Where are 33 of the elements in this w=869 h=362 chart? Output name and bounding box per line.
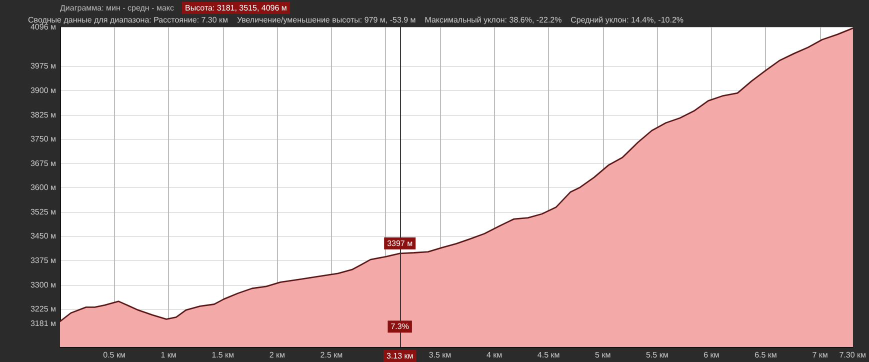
y-tick-label: 3750 м xyxy=(30,134,56,144)
ref-line-label: 3.13 км xyxy=(386,352,414,360)
x-tick-label: 4 км xyxy=(486,350,502,360)
x-tick-label: 0.5 км xyxy=(103,350,126,360)
x-tick-label: 5 км xyxy=(595,350,611,360)
y-tick-label: 3225 м xyxy=(30,304,56,314)
annotation: 3397 м xyxy=(387,238,413,248)
x-tick-label: 2.5 км xyxy=(320,350,343,360)
y-tick-label: 3375 м xyxy=(30,256,56,266)
y-tick-label: 3450 м xyxy=(30,232,56,241)
x-tick-label: 1.5 км xyxy=(212,350,234,360)
chart-title: Диаграмма: мин - средн - макс xyxy=(60,4,174,12)
y-tick-label: 3975 м xyxy=(30,62,56,71)
y-tick-label: 3825 м xyxy=(30,110,56,120)
text: Сводные данные для диапазона: Расстояние: 7.30 км Увеличение/уменьшение высоты: 979 м, -53.9 м Максимальный уклон: 38.6%, -22.2% Средний уклон: 14.4%, -10.2% xyxy=(28,16,684,24)
y-tick-label: 3900 м xyxy=(30,86,56,95)
y-tick-label: 3525 м xyxy=(30,207,56,216)
x-tick-label: 2 км xyxy=(269,350,285,360)
y-tick-label: 3300 м xyxy=(30,280,56,290)
y-tick-label: 4096 м xyxy=(30,22,56,32)
y-tick-label: 3181 м xyxy=(30,318,56,328)
x-tick-label: 6.5 км xyxy=(754,350,777,360)
x-tick-label: 4.5 км xyxy=(537,350,560,360)
y-tick-label: 3600 м xyxy=(30,183,56,192)
x-tick-label: 7.30 км xyxy=(839,350,866,360)
x-tick-label: 3.5 км xyxy=(428,350,452,360)
chart-subtitle: Высота: 3181, 3515, 4096 м xyxy=(185,4,287,12)
annotation: 7.3% xyxy=(390,322,409,332)
x-tick-label: 7 км xyxy=(812,350,828,360)
x-tick-label: 5.5 км xyxy=(646,350,668,360)
y-tick-label: 3675 м xyxy=(30,158,56,168)
x-tick-label: 1 км xyxy=(160,350,176,360)
x-tick-label: 6 км xyxy=(704,350,720,360)
